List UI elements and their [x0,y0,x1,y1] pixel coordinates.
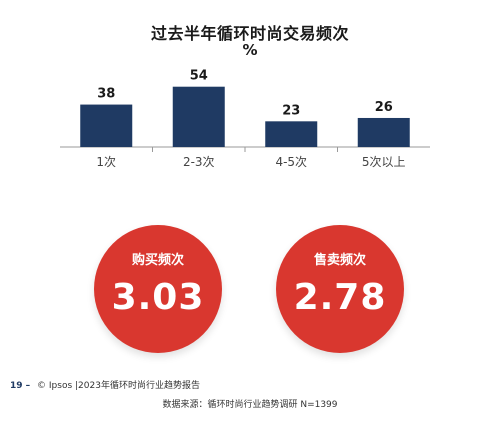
bar-value-label-4: 26 [375,100,393,115]
chart-title: 过去半年循环时尚交易频次 [150,24,349,43]
sell-frequency-value: 2.78 [293,277,387,318]
buy-frequency-value: 3.03 [111,277,205,318]
frequency-bar-chart: 38 1次 54 2-3次 23 4-5次 26 5次以上 [60,69,430,169]
bar-1 [80,104,133,147]
buy-frequency-circle: 购买频次 3.03 [94,225,222,353]
category-label-2: 2-3次 [183,155,215,169]
sell-frequency-label: 售卖频次 [313,253,366,268]
category-label-4: 5次以上 [362,155,406,169]
bar-value-label-2: 54 [190,69,208,84]
category-label-1: 1次 [96,155,116,169]
bar-2 [172,86,225,147]
footer-credit: 19 – © Ipsos |2023年循环时尚行业趋势报告 [10,378,200,391]
sell-frequency-circle: 售卖频次 2.78 [276,225,404,353]
buy-frequency-label: 购买频次 [131,253,184,268]
bar-3 [265,121,318,147]
page-number: 19 – [10,381,31,391]
bar-value-label-3: 23 [282,103,300,118]
bar-value-label-1: 38 [97,87,115,102]
copyright-text: © Ipsos |2023年循环时尚行业趋势报告 [37,381,200,391]
bar-4 [357,117,410,147]
chart-unit: % [242,41,258,59]
data-source-note: 数据来源：循环时尚行业趋势调研 N=1399 [162,400,338,410]
category-label-3: 4-5次 [275,155,307,169]
